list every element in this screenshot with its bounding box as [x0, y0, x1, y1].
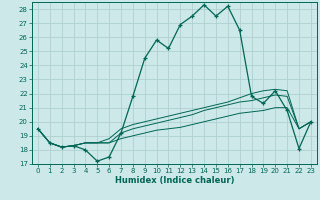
X-axis label: Humidex (Indice chaleur): Humidex (Indice chaleur) — [115, 176, 234, 185]
